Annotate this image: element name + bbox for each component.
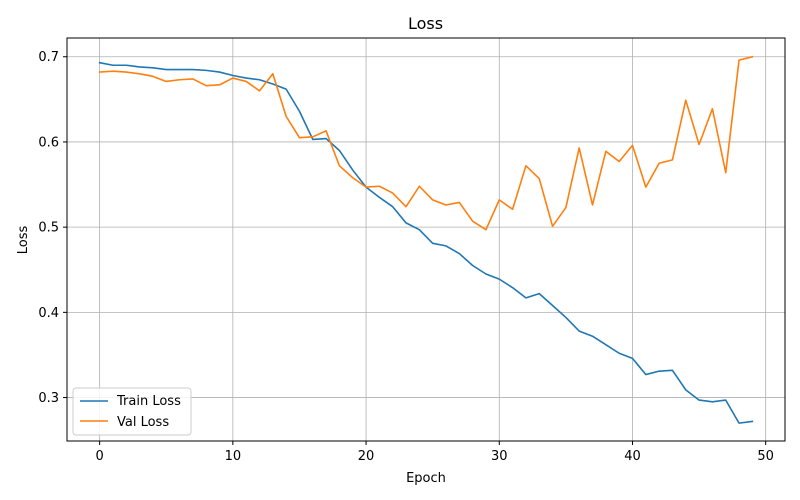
x-tick-label: 0 (95, 449, 103, 464)
x-tick-label: 50 (757, 449, 774, 464)
x-tick-label: 20 (358, 449, 375, 464)
grid (67, 38, 785, 441)
plot-frame (66, 37, 786, 442)
x-tick-label: 40 (624, 449, 641, 464)
legend-label-val-loss: Val Loss (117, 415, 169, 430)
y-axis-title: Loss (16, 226, 31, 255)
y-axis: 0.3 0.4 0.5 0.6 0.7 (38, 50, 67, 406)
y-tick-label: 0.5 (38, 221, 59, 236)
x-axis-title: Epoch (406, 471, 446, 486)
x-tick-label: 30 (491, 449, 508, 464)
series-lines (98, 55, 754, 424)
legend: Train Loss Val Loss (72, 387, 192, 436)
series-line-val-loss (98, 55, 754, 231)
y-tick-label: 0.4 (38, 306, 59, 321)
series-line-train-loss (98, 61, 754, 424)
x-tick-label: 10 (225, 449, 242, 464)
y-tick-label: 0.6 (38, 135, 59, 150)
y-tick-label: 0.3 (38, 391, 59, 406)
x-axis: 0 10 20 30 40 50 (95, 441, 774, 464)
legend-box (72, 387, 192, 436)
y-tick-label: 0.7 (38, 50, 59, 65)
chart-title: Loss (408, 14, 443, 33)
legend-label-train-loss: Train Loss (116, 394, 181, 409)
